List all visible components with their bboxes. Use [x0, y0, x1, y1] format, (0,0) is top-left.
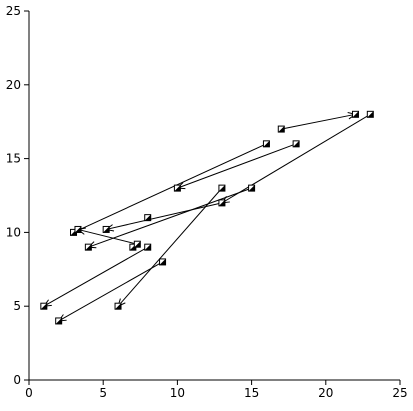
point-marker-fill — [144, 244, 151, 251]
arrow-segment — [104, 202, 223, 232]
arrow-line — [117, 187, 223, 307]
point-marker-fill — [144, 214, 151, 221]
y-tick-label: 25 — [6, 4, 21, 18]
arrow-line — [43, 246, 148, 307]
point-marker-fill — [159, 258, 166, 265]
y-tick-label: 20 — [6, 78, 21, 92]
x-tick-label: 0 — [25, 386, 33, 400]
data-point — [144, 243, 152, 251]
data-point — [351, 110, 359, 118]
data-point — [114, 302, 122, 310]
y-tick-label: 10 — [6, 225, 21, 239]
arrow-segment — [42, 246, 148, 307]
arrow-segment — [57, 261, 163, 322]
arrow-line — [106, 202, 223, 230]
arrow-line — [73, 143, 267, 233]
y-tick-label: 5 — [13, 299, 21, 313]
point-marker-fill — [55, 317, 62, 324]
axes: 0 5 10 15 20 25 0 5 10 15 20 25 — [6, 4, 408, 400]
data-point — [248, 184, 256, 192]
point-marker-fill — [248, 185, 255, 192]
arrow-line — [77, 228, 138, 245]
x-tick-label: 5 — [99, 386, 107, 400]
x-tick-label: 10 — [170, 386, 185, 400]
data-point — [102, 225, 110, 233]
data-point — [218, 199, 226, 207]
data-points — [40, 110, 374, 325]
y-tick-label: 15 — [6, 152, 21, 166]
point-marker-fill — [218, 185, 225, 192]
point-marker-fill — [103, 226, 110, 233]
data-point — [40, 302, 48, 310]
data-point — [366, 110, 374, 118]
point-marker-fill — [74, 226, 81, 233]
point-marker-fill — [134, 241, 141, 248]
data-point — [84, 243, 92, 251]
point-marker-fill — [174, 185, 181, 192]
data-point — [55, 317, 63, 325]
x-tick-label: 15 — [244, 386, 259, 400]
arrow-segment — [87, 187, 252, 249]
arrow-segment — [176, 143, 297, 190]
arrow-segment — [72, 143, 267, 233]
data-point — [292, 140, 300, 148]
point-marker-fill — [115, 303, 122, 310]
arrow-segments — [42, 112, 371, 322]
point-marker-fill — [293, 140, 300, 147]
data-point — [173, 184, 181, 192]
data-point — [74, 225, 82, 233]
point-marker-fill — [40, 303, 47, 310]
arrow-segment — [220, 113, 371, 204]
data-point — [133, 240, 141, 248]
data-point — [159, 258, 167, 266]
data-point — [277, 125, 285, 133]
point-marker-fill — [278, 126, 285, 133]
data-point — [262, 140, 270, 148]
arrow-segment — [281, 112, 357, 130]
arrow-line — [281, 113, 356, 130]
point-marker-fill — [263, 140, 270, 147]
point-marker-fill — [367, 111, 374, 118]
data-point — [218, 184, 226, 192]
y-tick-label: 0 — [13, 373, 21, 387]
arrow-line — [58, 261, 163, 322]
point-marker-fill — [352, 111, 359, 118]
x-tick-label: 25 — [392, 386, 407, 400]
arrow-line — [88, 187, 252, 248]
x-tick-label: 20 — [318, 386, 333, 400]
arrow-line — [177, 143, 297, 189]
point-marker-fill — [85, 244, 92, 251]
point-marker-fill — [218, 199, 225, 206]
data-point — [144, 214, 152, 222]
arrow-line — [221, 113, 371, 204]
